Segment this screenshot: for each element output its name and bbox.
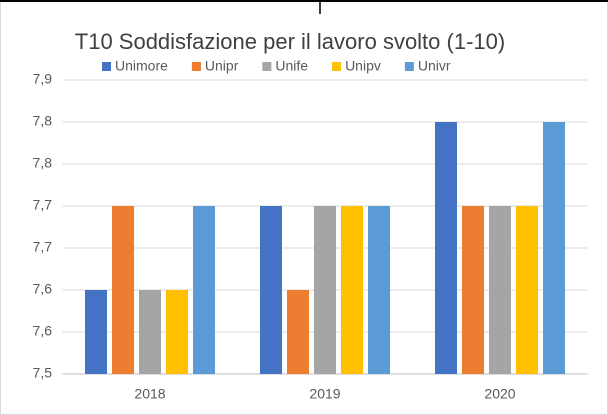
bar: [489, 206, 511, 374]
bar: [543, 122, 565, 374]
legend-label: Univr: [418, 58, 451, 74]
y-tick-label: 7,6: [33, 281, 53, 297]
legend-label: Unife: [275, 58, 308, 74]
bar: [193, 206, 215, 374]
legend-label: Unipv: [345, 58, 381, 74]
y-tick-label: 7,8: [33, 113, 53, 129]
legend-label: Unimore: [115, 58, 168, 74]
bar: [435, 122, 457, 374]
y-tick-label: 7,8: [33, 155, 53, 171]
legend-swatch: [404, 62, 414, 71]
y-tick-label: 7,5: [33, 365, 53, 381]
y-tick-label: 7,7: [33, 197, 53, 213]
bar: [139, 290, 161, 374]
bar: [85, 290, 107, 374]
bar: [341, 206, 363, 374]
bar: [287, 290, 309, 374]
y-tick-label: 7,9: [33, 71, 53, 87]
bar: [314, 206, 336, 374]
x-tick-label: 2019: [309, 386, 340, 402]
legend-swatch: [262, 62, 272, 71]
bar: [260, 206, 282, 374]
legend-swatch: [102, 62, 111, 71]
legend-swatch: [332, 62, 342, 71]
bar: [368, 206, 390, 374]
legend-swatch: [191, 62, 201, 71]
x-tick-label: 2018: [134, 386, 165, 402]
bar: [166, 290, 188, 374]
y-tick-label: 7,6: [33, 323, 53, 339]
bar: [112, 206, 134, 374]
x-tick-label: 2020: [484, 386, 515, 402]
bar: [516, 206, 538, 374]
legend-label: Unipr: [205, 58, 239, 74]
y-tick-label: 7,7: [33, 239, 53, 255]
bar: [462, 206, 484, 374]
chart-title: T10 Soddisfazione per il lavoro svolto (…: [75, 29, 505, 54]
